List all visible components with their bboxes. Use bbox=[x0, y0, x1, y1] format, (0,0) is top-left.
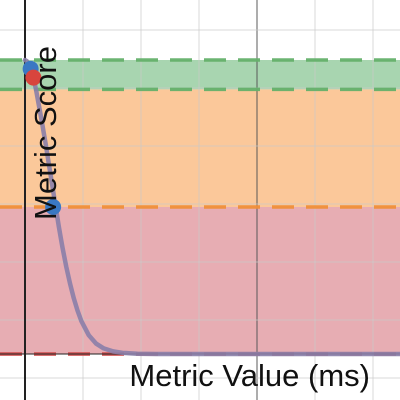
highlight-point-1 bbox=[25, 69, 42, 86]
y-axis-label: Metric Score bbox=[28, 46, 63, 220]
score-bands bbox=[0, 60, 400, 354]
score-band-1 bbox=[0, 89, 400, 207]
series bbox=[22, 57, 400, 357]
x-axis-label: Metric Value (ms) bbox=[129, 358, 370, 393]
score-band-2 bbox=[0, 207, 400, 354]
highlight-point-2 bbox=[45, 199, 62, 215]
score-band-0 bbox=[0, 60, 400, 90]
series-line-0 bbox=[22, 57, 400, 357]
highlight-points bbox=[22, 60, 62, 215]
